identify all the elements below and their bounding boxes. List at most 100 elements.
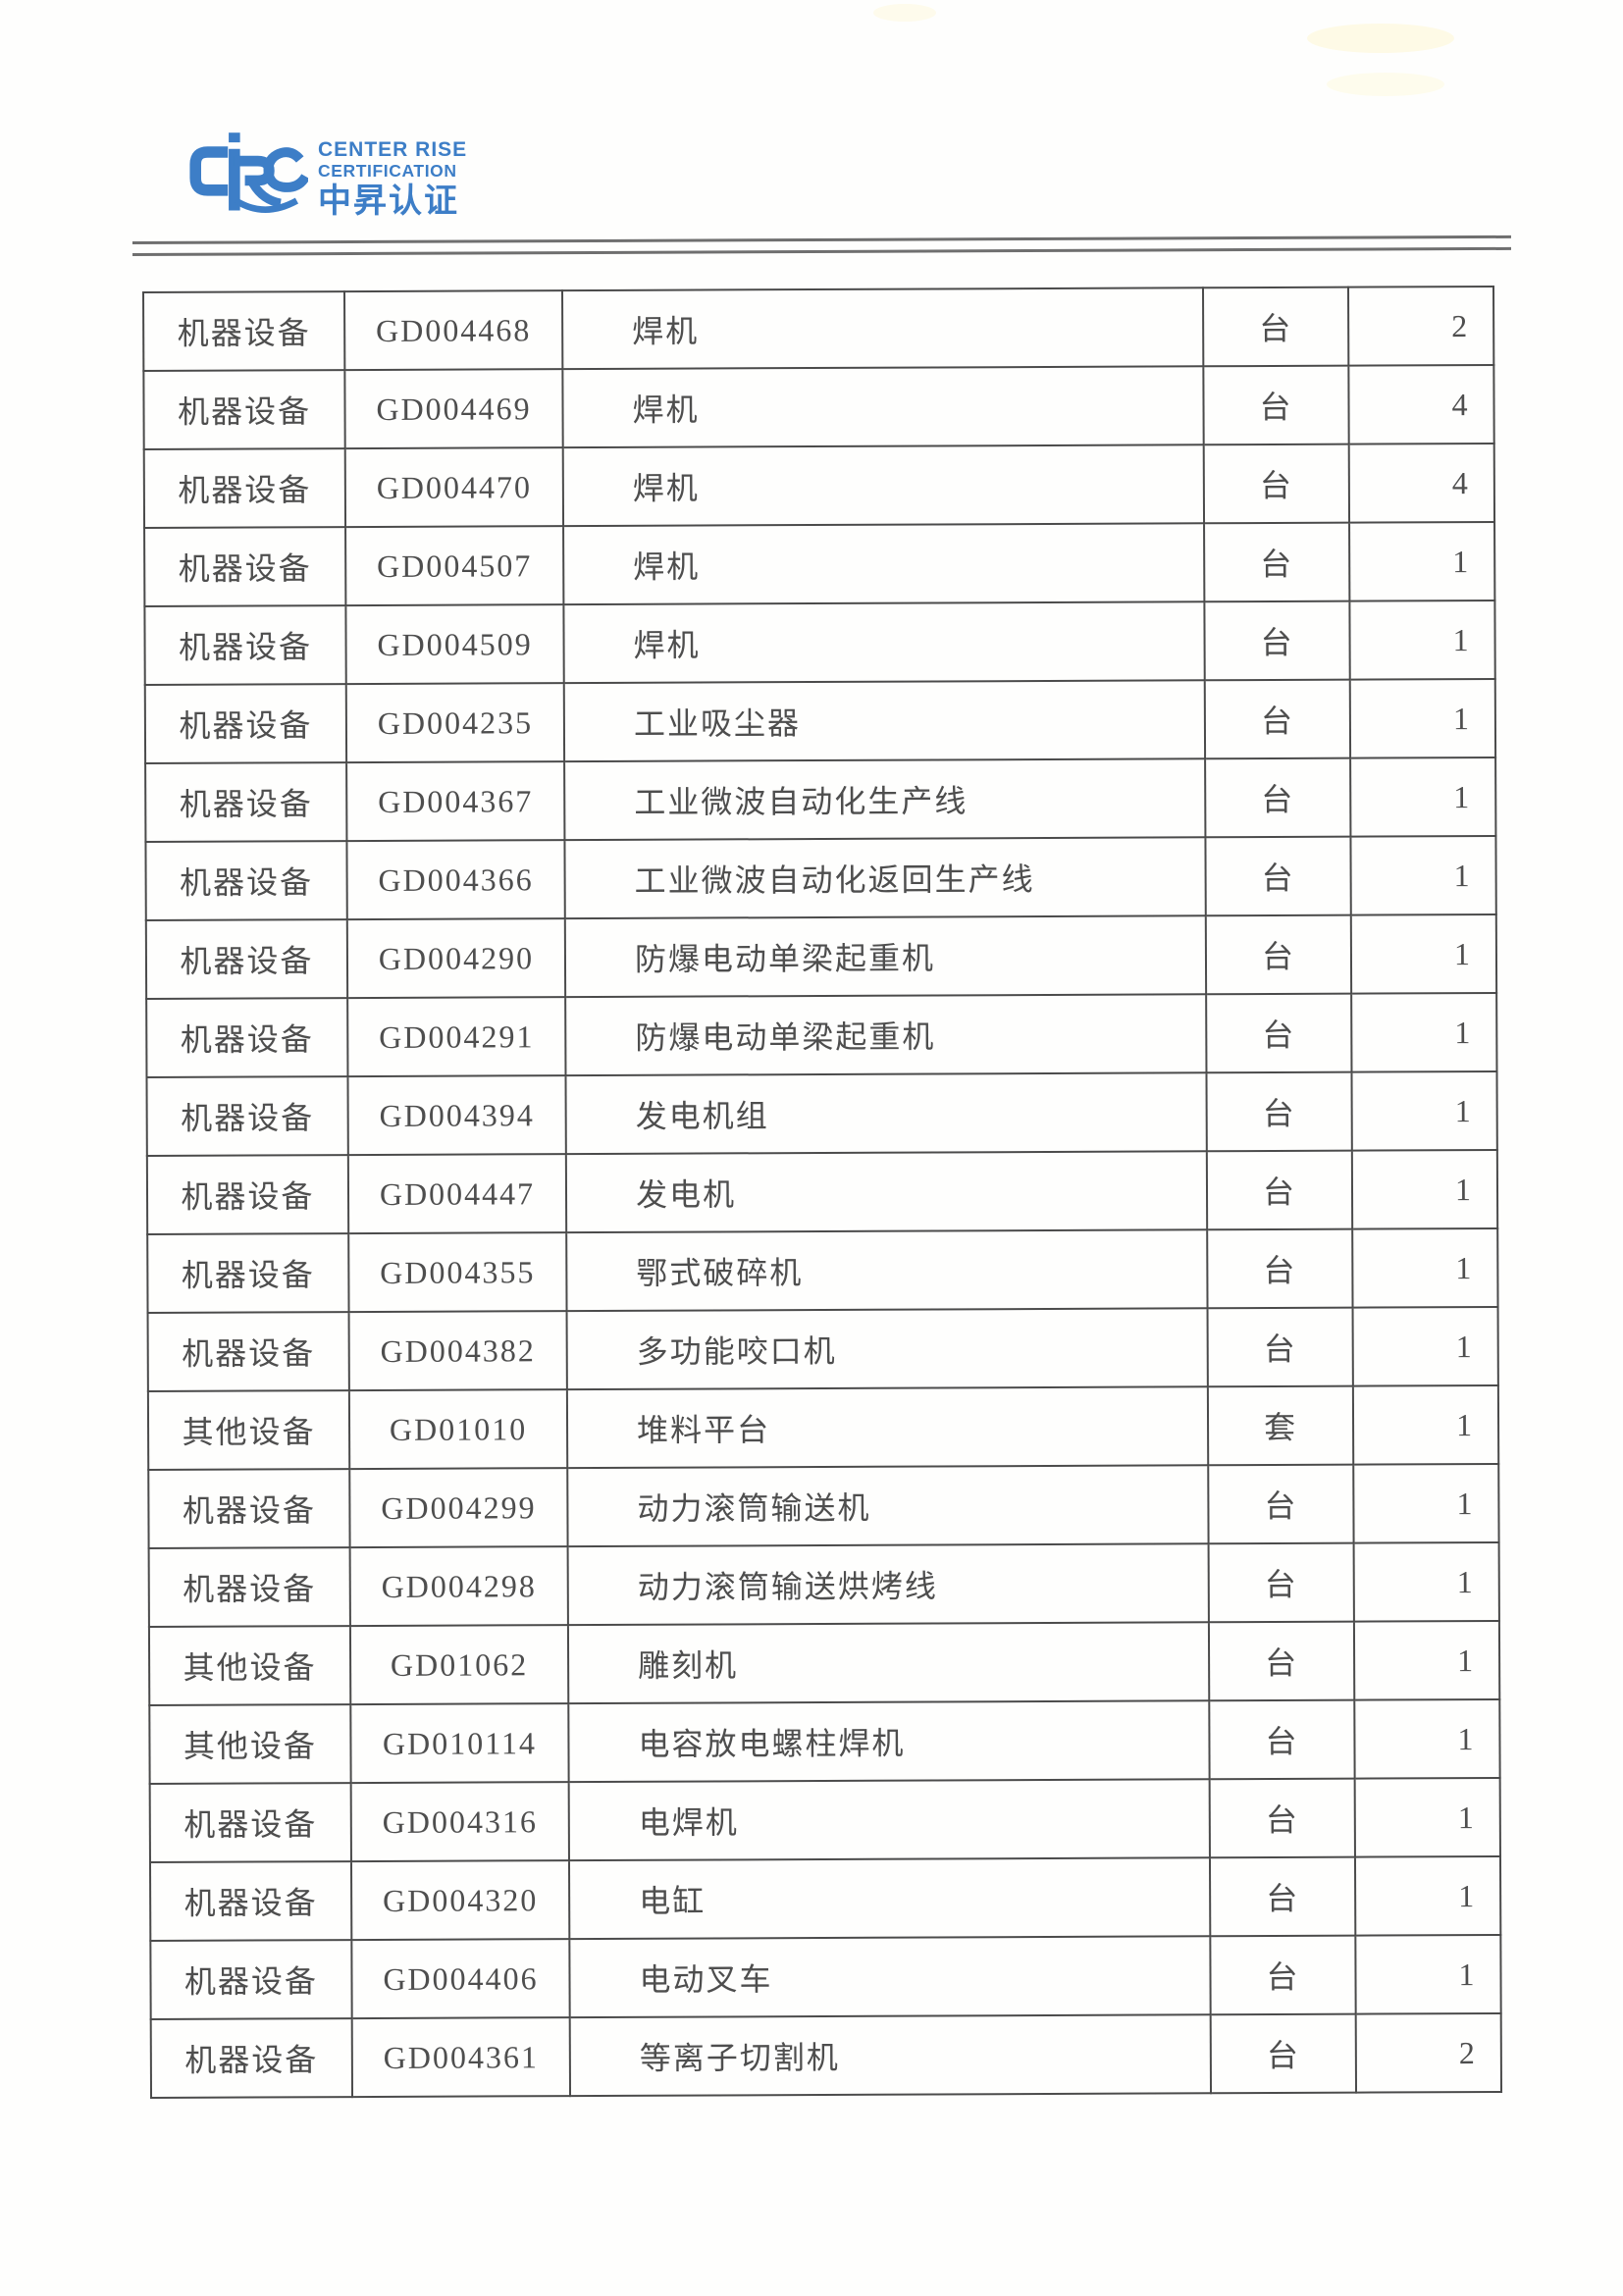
cell-category: 其他设备 <box>149 1704 351 1784</box>
cell-unit: 台 <box>1207 1228 1353 1309</box>
cell-unit: 台 <box>1208 1542 1354 1623</box>
cell-asset-code: GD004507 <box>345 526 564 606</box>
cell-equipment-name: 动力滚筒输送烘烤线 <box>567 1543 1209 1626</box>
cell-equipment-name: 动力滚筒输送机 <box>567 1465 1209 1547</box>
equipment-table-body: 机器设备 GD004468 焊机 台 2 机器设备 GD004469 焊机 台 … <box>143 286 1502 2098</box>
cell-category: 机器设备 <box>146 998 348 1077</box>
cell-equipment-name: 发电机组 <box>565 1072 1207 1155</box>
cell-equipment-name: 雕刻机 <box>567 1622 1210 1704</box>
table-row: 机器设备 GD004367 工业微波自动化生产线 台 1 <box>145 757 1496 842</box>
cell-asset-code: GD004291 <box>347 997 566 1077</box>
cell-quantity: 1 <box>1354 1777 1500 1857</box>
cell-asset-code: GD004469 <box>344 369 563 449</box>
cell-category: 机器设备 <box>147 1312 349 1391</box>
cell-equipment-name: 等离子切割机 <box>569 2014 1212 2097</box>
cell-unit: 台 <box>1204 679 1351 759</box>
cell-quantity: 1 <box>1350 757 1496 837</box>
cell-unit: 台 <box>1205 914 1352 995</box>
cell-quantity: 1 <box>1352 1227 1498 1308</box>
cell-equipment-name: 焊机 <box>562 444 1205 527</box>
cell-equipment-name: 电容放电螺柱焊机 <box>568 1700 1210 1783</box>
table-row: 其他设备 GD01062 雕刻机 台 1 <box>148 1620 1500 1705</box>
table-row: 其他设备 GD010114 电容放电螺柱焊机 台 1 <box>149 1698 1500 1784</box>
equipment-table-container: 机器设备 GD004468 焊机 台 2 机器设备 GD004469 焊机 台 … <box>142 286 1502 2099</box>
table-row: 机器设备 GD004507 焊机 台 1 <box>144 521 1495 606</box>
cell-equipment-name: 防爆电动单梁起重机 <box>564 915 1207 998</box>
cell-asset-code: GD004299 <box>349 1468 568 1548</box>
cell-asset-code: GD004509 <box>345 604 564 685</box>
cell-category: 机器设备 <box>148 1547 350 1627</box>
cell-unit: 台 <box>1210 1935 1356 2015</box>
cell-asset-code: GD004394 <box>347 1075 566 1156</box>
logo-english-line2: CERTIFICATION <box>318 161 457 181</box>
cell-unit: 套 <box>1207 1385 1354 1466</box>
cell-asset-code: GD004290 <box>346 918 566 999</box>
cell-asset-code: GD004235 <box>345 683 565 763</box>
cell-asset-code: GD004447 <box>347 1154 567 1234</box>
cell-asset-code: GD004468 <box>344 290 563 371</box>
cell-unit: 台 <box>1209 1699 1355 1780</box>
cell-quantity: 1 <box>1349 678 1496 758</box>
cell-quantity: 1 <box>1355 1934 1501 2014</box>
cell-category: 机器设备 <box>149 1861 352 1941</box>
table-row: 机器设备 GD004235 工业吸尘器 台 1 <box>144 678 1496 763</box>
table-row: 机器设备 GD004509 焊机 台 1 <box>144 600 1495 685</box>
cell-category: 机器设备 <box>144 684 347 763</box>
cell-quantity: 1 <box>1352 1306 1498 1386</box>
cell-unit: 台 <box>1206 1150 1353 1230</box>
cell-unit: 台 <box>1202 287 1349 367</box>
cell-category: 机器设备 <box>150 1940 352 2019</box>
cell-quantity: 1 <box>1353 1620 1500 1700</box>
cell-asset-code: GD004367 <box>346 761 565 842</box>
cell-equipment-name: 堆料平台 <box>566 1386 1209 1469</box>
cell-quantity: 1 <box>1351 1070 1497 1151</box>
table-row: 机器设备 GD004469 焊机 台 4 <box>143 364 1494 449</box>
table-row: 机器设备 GD004320 电缸 台 1 <box>149 1855 1501 1941</box>
cell-unit: 台 <box>1205 836 1351 916</box>
cell-category: 机器设备 <box>143 448 346 528</box>
cell-equipment-name: 工业微波自动化生产线 <box>564 758 1206 841</box>
logo-chinese-name: 中昇认证 <box>318 182 459 220</box>
cell-equipment-name: 多功能咬口机 <box>566 1308 1208 1390</box>
cell-quantity: 1 <box>1354 1698 1500 1779</box>
table-row: 机器设备 GD004468 焊机 台 2 <box>143 286 1494 371</box>
logo-english-line1: CENTER RISE <box>318 138 468 161</box>
cell-unit: 台 <box>1204 600 1350 681</box>
cell-category: 机器设备 <box>145 762 347 842</box>
cell-asset-code: GD004355 <box>348 1232 567 1313</box>
table-row: 机器设备 GD004316 电焊机 台 1 <box>149 1777 1500 1862</box>
cell-unit: 台 <box>1207 1307 1353 1387</box>
crc-monogram-icon <box>189 132 308 213</box>
cell-equipment-name: 工业微波自动化返回生产线 <box>564 837 1206 919</box>
cell-unit: 台 <box>1203 365 1349 445</box>
cell-unit: 台 <box>1210 2013 1357 2094</box>
cell-category: 机器设备 <box>148 1469 350 1548</box>
cell-quantity: 1 <box>1351 1149 1498 1229</box>
cell-category: 机器设备 <box>143 291 345 371</box>
cell-asset-code: GD010114 <box>350 1703 569 1784</box>
cell-equipment-name: 焊机 <box>562 366 1204 448</box>
cell-category: 机器设备 <box>150 2018 353 2098</box>
cell-quantity: 1 <box>1350 913 1497 994</box>
cell-asset-code: GD004382 <box>348 1311 567 1391</box>
table-row: 机器设备 GD004298 动力滚筒输送烘烤线 台 1 <box>148 1541 1499 1627</box>
cell-quantity: 2 <box>1355 2012 1502 2093</box>
crc-logo: CENTER RISE CERTIFICATION 中昇认证 <box>183 126 467 219</box>
cell-category: 机器设备 <box>146 1076 348 1156</box>
cell-equipment-name: 鄂式破碎机 <box>566 1229 1208 1312</box>
cell-equipment-name: 防爆电动单梁起重机 <box>565 994 1207 1076</box>
cell-unit: 台 <box>1206 993 1352 1073</box>
cell-asset-code: GD01062 <box>349 1625 569 1705</box>
cell-equipment-name: 发电机 <box>565 1151 1208 1233</box>
cell-quantity: 1 <box>1352 1384 1499 1465</box>
cell-unit: 台 <box>1208 1464 1354 1544</box>
cell-quantity: 1 <box>1353 1541 1499 1622</box>
cell-equipment-name: 电焊机 <box>568 1779 1210 1861</box>
cell-asset-code: GD004470 <box>344 447 564 528</box>
header-divider-rule <box>131 235 1512 256</box>
cell-asset-code: GD004298 <box>349 1546 568 1627</box>
table-row: 机器设备 GD004355 鄂式破碎机 台 1 <box>147 1227 1498 1313</box>
table-row: 机器设备 GD004470 焊机 台 4 <box>143 443 1495 528</box>
table-row: 机器设备 GD004394 发电机组 台 1 <box>146 1070 1497 1156</box>
